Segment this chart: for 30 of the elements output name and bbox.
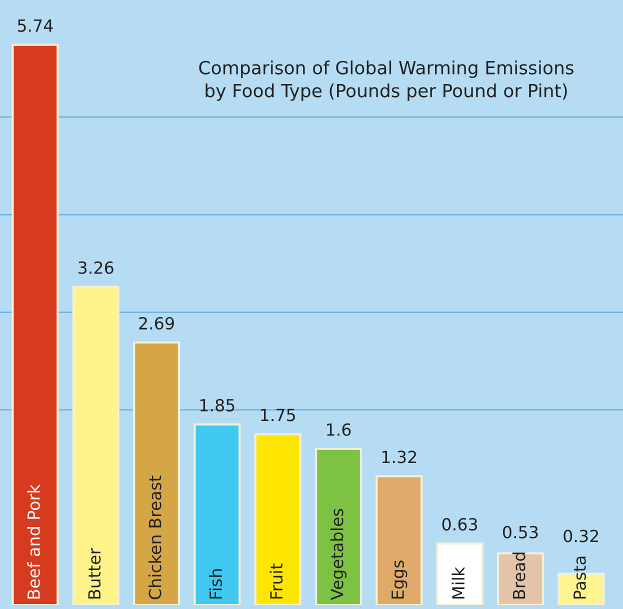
text: Comparison of Global Warming Emissions by Food Type (Pounds per Pound or Pint)	[199, 60, 574, 101]
x-tick-label: Fish	[209, 569, 222, 598]
bar	[436, 542, 484, 605]
data-label: 1.6	[327, 423, 351, 436]
data-label: 1.85	[200, 398, 234, 412]
x-tick-label: Milk	[452, 566, 464, 598]
bar	[12, 44, 59, 605]
x-tick-label: Fruit	[270, 564, 283, 598]
x-tick-label: Bread	[512, 552, 526, 598]
data-label: 1.32	[382, 450, 416, 464]
x-tick-label: Vegetables	[330, 508, 347, 600]
x-tick-label: Beef and Pork	[27, 484, 40, 598]
x-tick-label: Eggs	[392, 560, 408, 598]
data-label: 3.26	[78, 261, 114, 274]
bar	[194, 423, 241, 605]
bar	[254, 433, 302, 605]
data-label: 0.63	[442, 518, 478, 531]
data-label: 1.75	[261, 408, 295, 422]
bar	[496, 552, 544, 605]
data-label: 5.74	[18, 20, 53, 32]
x-tick-label: Chicken Breast	[148, 476, 162, 600]
bar	[72, 286, 120, 605]
data-label: 0.53	[503, 526, 538, 538]
data-label: 0.32	[564, 530, 598, 542]
bar	[133, 341, 180, 605]
x-tick-label: Pasta	[574, 556, 586, 598]
data-label: 2.69	[139, 316, 174, 330]
x-tick-label: Butter	[88, 548, 101, 598]
bar	[315, 448, 362, 605]
bar	[376, 475, 423, 605]
